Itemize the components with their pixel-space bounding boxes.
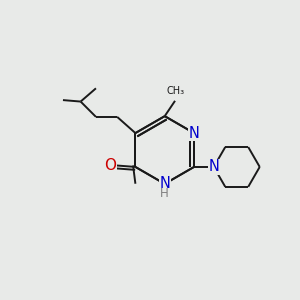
- Text: CH₃: CH₃: [167, 85, 185, 95]
- Text: H: H: [160, 187, 169, 200]
- Text: N: N: [208, 159, 219, 174]
- Text: N: N: [159, 176, 170, 191]
- Text: O: O: [104, 158, 116, 173]
- Polygon shape: [135, 116, 194, 184]
- Text: N: N: [189, 126, 200, 141]
